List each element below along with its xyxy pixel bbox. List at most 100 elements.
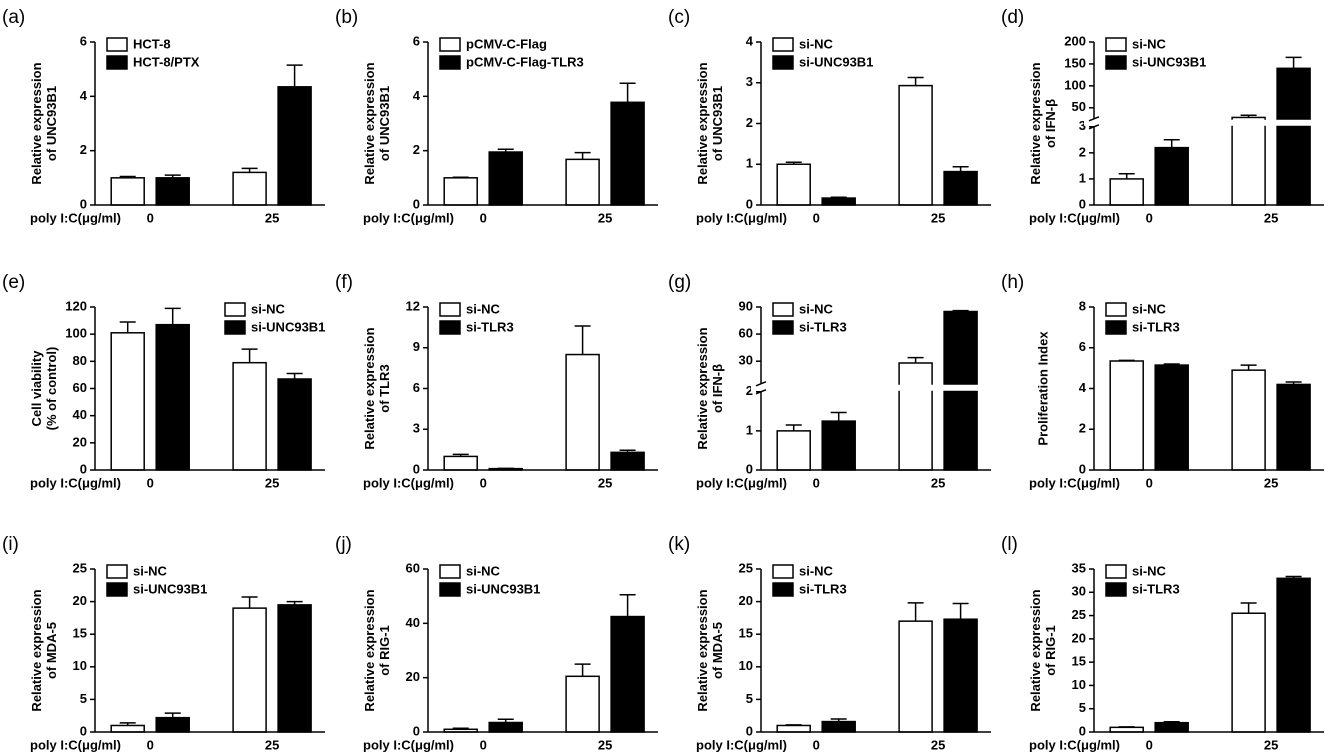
- x-tick-label: 0: [1146, 210, 1153, 225]
- x-tick-label: 0: [480, 737, 487, 752]
- bar: [898, 362, 933, 471]
- y-axis-label: Relative expression: [362, 589, 377, 711]
- legend-swatch: [439, 582, 461, 597]
- panel: (b) Relative expression of UNC93B1 0 2 4 6 poly…: [335, 7, 658, 225]
- y-tick-label: 20: [73, 434, 87, 449]
- legend-swatch: [224, 302, 246, 317]
- y-tick-label: 0: [746, 196, 753, 211]
- bar: [1276, 383, 1311, 471]
- y-tick-label: 5: [1079, 700, 1086, 715]
- y-axis-label: Relative expression: [29, 62, 44, 184]
- legend-swatch: [106, 55, 128, 70]
- y-tick-label: 2: [413, 142, 420, 157]
- panel: (e) Cell viability (% of control) 0 20 40 60 80…: [2, 272, 325, 490]
- x-axis-label: poly I:C(μg/ml): [363, 210, 454, 225]
- legend-swatch: [772, 302, 794, 317]
- legend-label: si-TLR3: [799, 319, 847, 334]
- bar: [821, 720, 856, 733]
- y-tick-label: 10: [1072, 677, 1086, 692]
- bar: [155, 177, 190, 206]
- panel: (l) Relative expression of RIG-1 0 5 10 15 20 25…: [1001, 534, 1324, 752]
- bar: [898, 84, 933, 206]
- y-tick-label: 3: [746, 74, 753, 89]
- legend-label: si-TLR3: [466, 319, 514, 334]
- bar: [155, 716, 190, 733]
- panel-label: (c): [668, 7, 690, 28]
- bar: [821, 420, 856, 471]
- y-tick-label: 3: [413, 421, 420, 436]
- legend-swatch: [1105, 564, 1127, 579]
- y-axis-label: Relative expression: [362, 327, 377, 449]
- y-tick-label: 100: [65, 326, 87, 341]
- panel: (a) Relative expression of UNC93B1 0 2 4 6 poly…: [2, 7, 325, 225]
- axis-break: [755, 389, 767, 395]
- y-tick-label: 0: [413, 461, 420, 476]
- legend-swatch: [1105, 320, 1127, 335]
- bar: [776, 724, 811, 733]
- legend-swatch: [439, 302, 461, 317]
- panel-label: (h): [1001, 272, 1024, 293]
- y-tick-label: 80: [73, 353, 87, 368]
- bar: [821, 197, 856, 206]
- y-tick-label: 10: [73, 658, 87, 673]
- legend-swatch: [772, 564, 794, 579]
- x-tick-label: 0: [147, 210, 154, 225]
- bar: [1154, 364, 1189, 471]
- bar: [1109, 360, 1144, 471]
- legend-swatch: [439, 37, 461, 52]
- x-axis-label: poly I:C(μg/ml): [696, 475, 787, 490]
- panel-label: (i): [2, 534, 19, 555]
- x-axis-label: poly I:C(μg/ml): [363, 475, 454, 490]
- legend-label: si-NC: [1132, 36, 1167, 51]
- legend-label: si-NC: [799, 563, 834, 578]
- y-tick-label: 20: [1072, 630, 1086, 645]
- y-tick-label: 4: [413, 88, 421, 103]
- y-axis-label: Relative expression: [29, 589, 44, 711]
- y-tick-label: 1: [1079, 170, 1086, 185]
- y-tick-label: 2: [1079, 421, 1086, 436]
- bar: [155, 323, 190, 471]
- bar: [1231, 369, 1266, 471]
- x-axis-label: poly I:C(μg/ml): [1029, 210, 1120, 225]
- bar: [1154, 721, 1189, 733]
- x-axis-label: poly I:C(μg/ml): [30, 210, 121, 225]
- panel: (h) Proliferation Index 0 2 4 6 8 poly I:C(μg/m…: [1001, 272, 1324, 490]
- bar: [898, 620, 933, 733]
- x-tick-label: 0: [480, 210, 487, 225]
- panel-label: (k): [668, 534, 690, 555]
- y-tick-label: 0: [746, 723, 753, 738]
- y-tick-label: 0: [1079, 461, 1086, 476]
- x-tick-label: 25: [265, 210, 279, 225]
- y-axis-label: Relative expression: [1028, 62, 1043, 184]
- y-tick-label: 100: [1064, 77, 1086, 92]
- y-axis-label: of UNC93B1: [710, 86, 725, 161]
- y-axis-label: of UNC93B1: [377, 86, 392, 161]
- y-tick-label: 50: [1072, 99, 1086, 114]
- bar: [232, 171, 267, 206]
- bar: [610, 615, 645, 733]
- y-tick-label: 15: [739, 626, 753, 641]
- y-tick-label: 9: [413, 339, 420, 354]
- bar: [565, 158, 600, 206]
- y-axis-label: of UNC93B1: [44, 86, 59, 161]
- legend-label: HCT-8/PTX: [133, 54, 200, 69]
- legend-swatch: [1105, 37, 1127, 52]
- panel: (i) Relative expression of MDA-5 0 5 10 15 20 25…: [2, 534, 325, 752]
- y-axis-label: Relative expression: [695, 62, 710, 184]
- y-tick-label: 2: [80, 142, 87, 157]
- y-axis-label: Relative expression: [695, 589, 710, 711]
- y-tick-label: 5: [746, 691, 753, 706]
- legend-label: si-NC: [799, 36, 834, 51]
- y-tick-label: 15: [73, 626, 87, 641]
- y-tick-label: 0: [1079, 723, 1086, 738]
- panel-label: (d): [1001, 7, 1024, 28]
- y-axis-label: of MDA-5: [44, 622, 59, 679]
- legend-swatch: [439, 320, 461, 335]
- x-axis-label: poly I:C(μg/ml): [30, 737, 121, 752]
- x-axis-label: poly I:C(μg/ml): [30, 475, 121, 490]
- y-axis-label: Relative expression: [695, 327, 710, 449]
- legend-label: pCMV-C-Flag-TLR3: [466, 54, 584, 69]
- bar: [565, 675, 600, 733]
- y-tick-label: 1: [746, 156, 753, 171]
- y-axis-label: Relative expression: [1028, 589, 1043, 711]
